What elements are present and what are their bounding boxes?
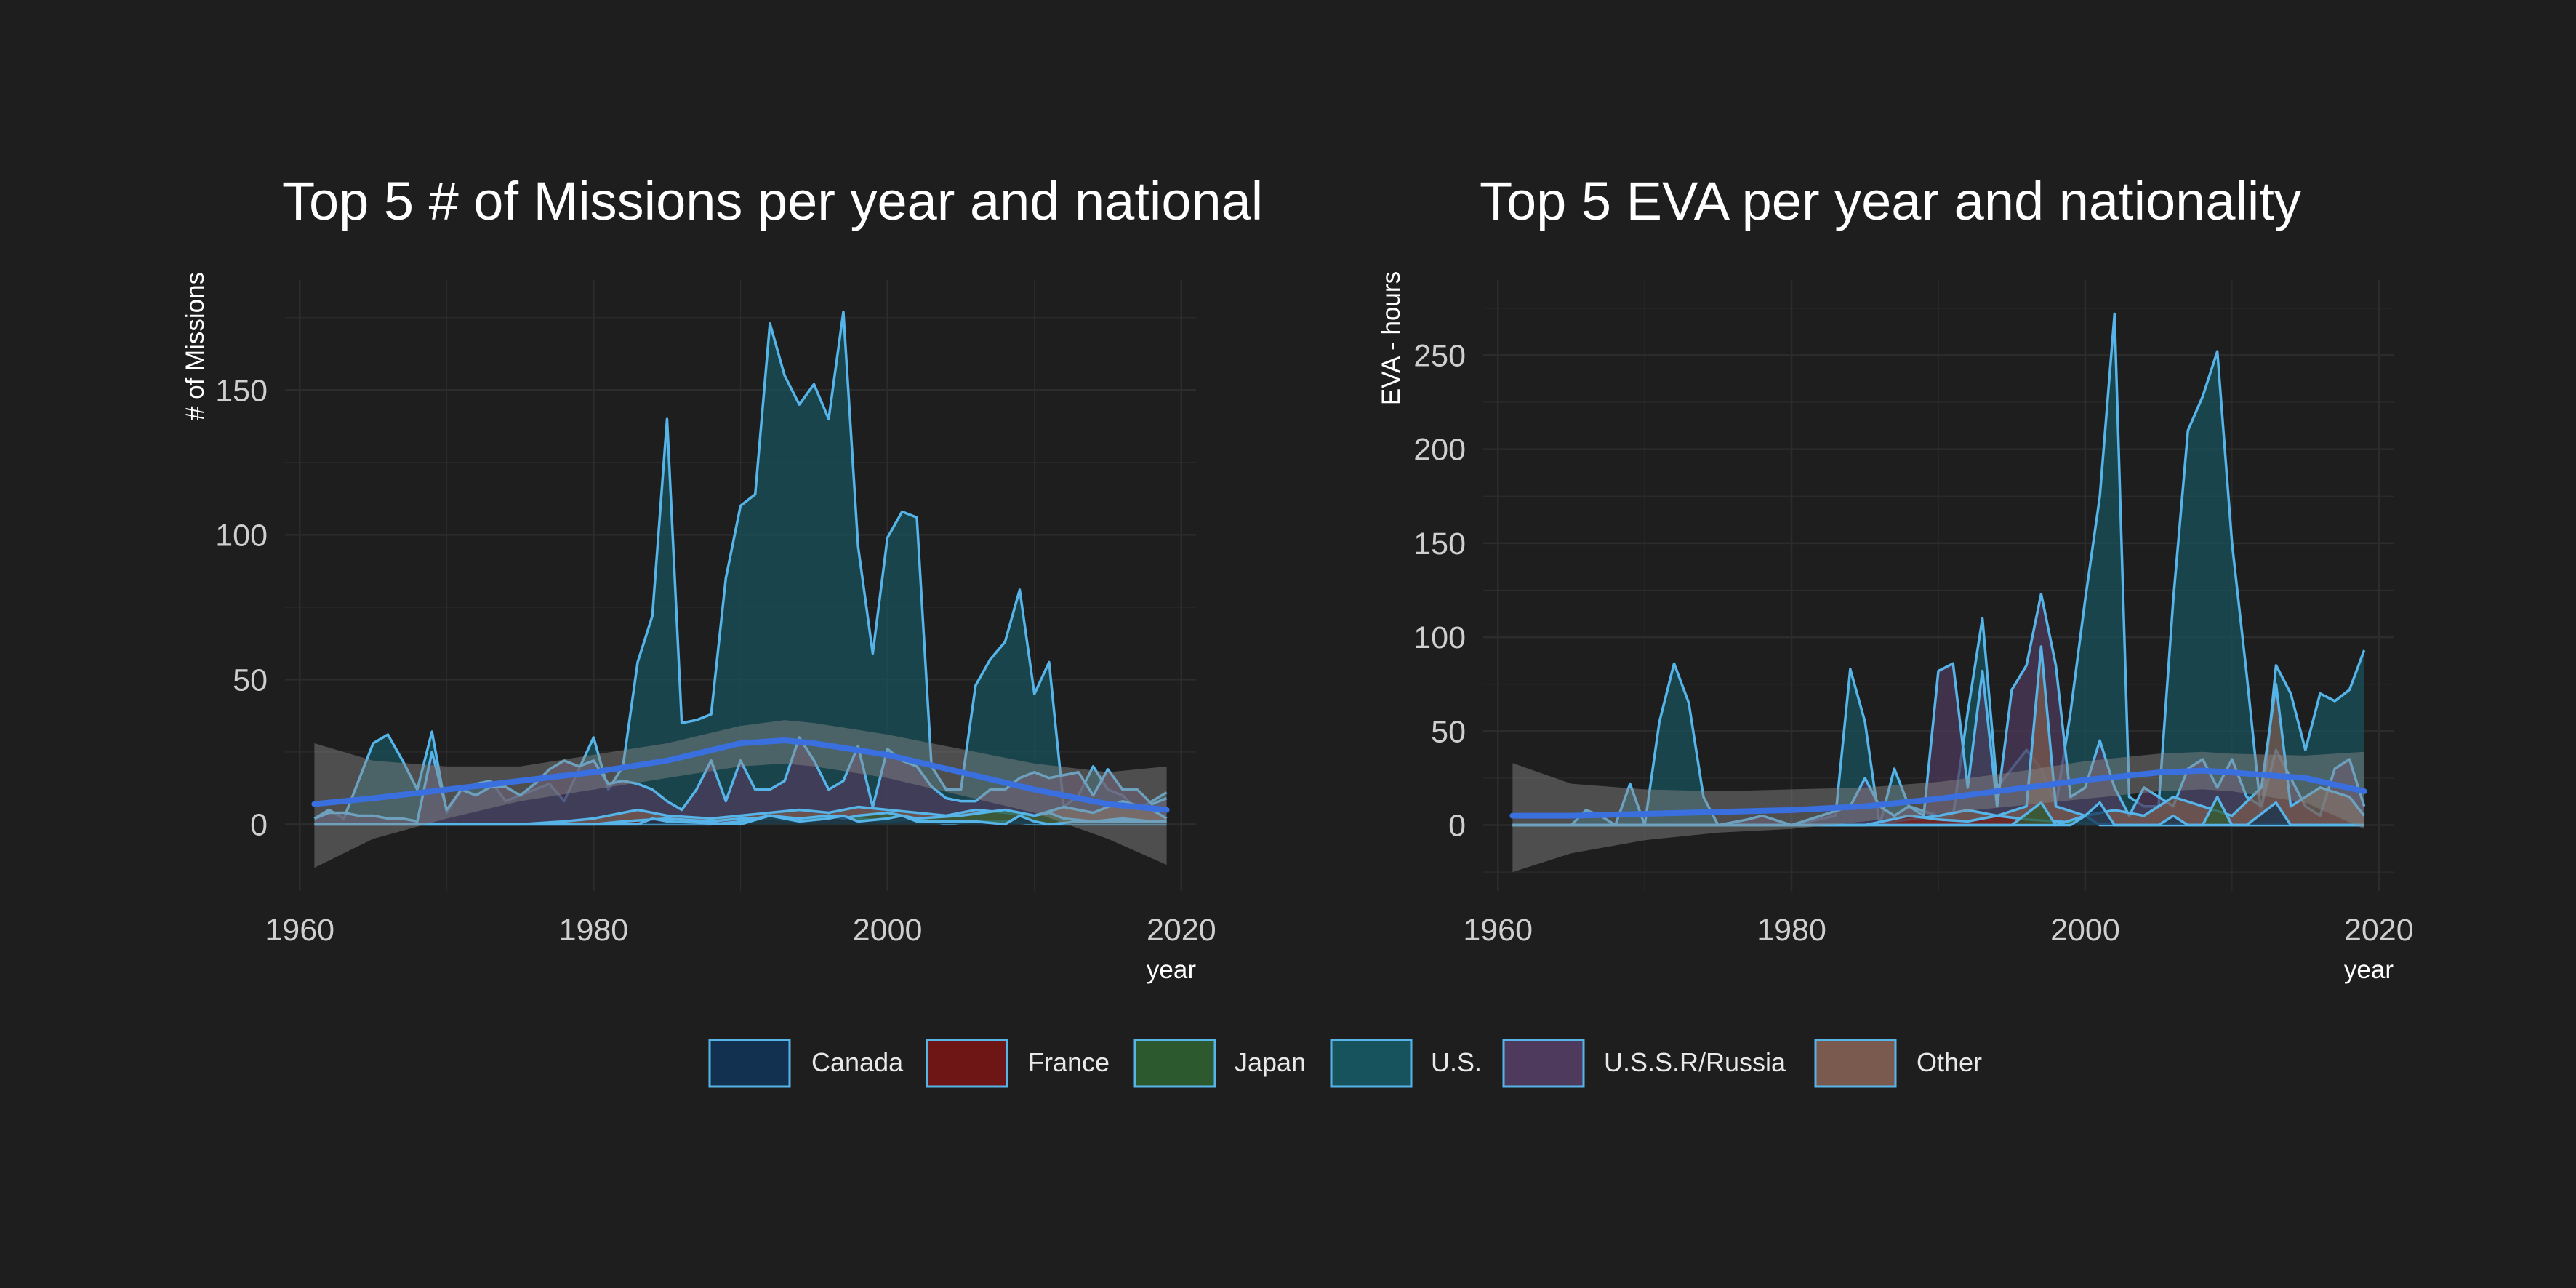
missions-area-u-s-s-r-russia	[314, 737, 1167, 825]
eva-area-u-s-s-r-russia	[1512, 593, 2364, 825]
missions-x-tick-label: 2000	[853, 913, 923, 948]
missions-area-france	[314, 815, 1167, 825]
missions-x-tick-label: 1980	[559, 913, 629, 948]
missions-area-u-s-	[314, 311, 1167, 825]
eva-smooth-confidence-band	[1512, 751, 2364, 873]
missions-y-tick-label: 150	[215, 373, 268, 408]
missions-smooth-line	[311, 737, 1170, 813]
legend-key-france	[926, 1039, 1008, 1088]
missions-line-u-s-s-r-russia	[313, 736, 1168, 823]
legend-key-canada	[708, 1039, 791, 1088]
eva-area-canada	[1512, 802, 2364, 825]
eva-y-tick-label: 150	[1413, 527, 1466, 561]
eva-y-tick-label: 200	[1413, 433, 1466, 468]
missions-smooth-confidence-band	[314, 720, 1167, 868]
missions-x-tick-label: 2020	[1147, 913, 1216, 948]
eva-panel: Top 5 EVA per year and nationality EVA -…	[1377, 171, 2414, 984]
missions-line-other	[314, 799, 1168, 826]
missions-x-tick-label: 1960	[265, 913, 334, 948]
legend-label-us: U.S.	[1431, 1047, 1482, 1077]
legend-label-japan: Japan	[1235, 1047, 1306, 1077]
legend-key-other	[1814, 1039, 1897, 1088]
legend-key-us	[1330, 1039, 1413, 1088]
legend-label-ussr-russia: U.S.S.R/Russia	[1604, 1047, 1786, 1077]
missions-y-tick-label: 0	[250, 807, 268, 842]
eva-line-canada	[1512, 801, 2364, 827]
legend-key-japan	[1133, 1039, 1216, 1088]
eva-x-axis-label: year	[2344, 956, 2394, 984]
legend-label-france: France	[1028, 1047, 1110, 1077]
eva-smooth-line	[1509, 767, 2367, 819]
missions-plot-area: 1960 1980 2000 2020 0 50 100 150	[215, 280, 1216, 948]
missions-y-tick-label: 50	[233, 663, 268, 697]
eva-plot-area: 1960 1980 2000 2020 0 50 100 150 200 250	[1413, 280, 2414, 948]
legend-label-canada: Canada	[811, 1047, 904, 1077]
missions-y-tick-label: 100	[215, 518, 268, 553]
eva-x-tick-label: 2020	[2344, 913, 2414, 948]
eva-y-tick-label: 50	[1431, 714, 1466, 749]
missions-chart-title: Top 5 # of Missions per year and nationa…	[282, 171, 1263, 231]
eva-y-axis-label: EVA - hours	[1377, 271, 1405, 405]
eva-x-tick-label: 2000	[2050, 913, 2120, 948]
eva-y-tick-label: 250	[1413, 338, 1466, 373]
legend-key-ussr-russia	[1502, 1039, 1585, 1088]
eva-chart-title: Top 5 EVA per year and nationality	[1480, 171, 2301, 231]
eva-y-tick-label: 100	[1413, 620, 1466, 655]
legend-label-other: Other	[1917, 1047, 1982, 1077]
missions-y-axis-label: # of Missions	[181, 272, 209, 420]
legend: Canada France Japan U.S. U.S.S.R/Russia …	[708, 1039, 1982, 1088]
eva-x-tick-label: 1960	[1463, 913, 1533, 948]
eva-y-tick-label: 0	[1448, 809, 1466, 844]
missions-panel: Top 5 # of Missions per year and nationa…	[181, 171, 1263, 984]
eva-x-tick-label: 1980	[1757, 913, 1826, 948]
missions-line-canada	[314, 814, 1167, 826]
missions-x-axis-label: year	[1147, 956, 1196, 984]
